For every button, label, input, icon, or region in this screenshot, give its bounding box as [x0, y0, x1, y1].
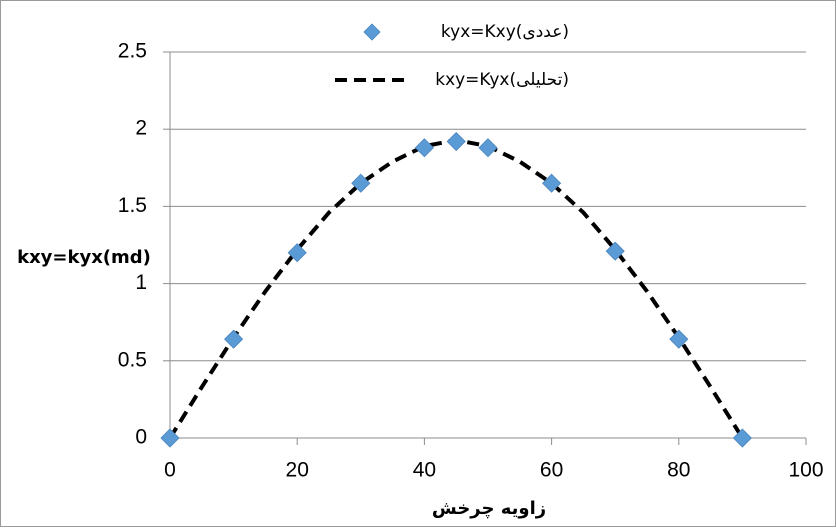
y-axis-title: kxy=kyx(md)	[17, 247, 151, 268]
series	[160, 131, 752, 448]
y-tick-label: 2	[135, 117, 147, 140]
y-tick-label: 1.5	[118, 194, 147, 217]
x-tick-label: 40	[413, 459, 436, 482]
numeric-data-point	[605, 241, 625, 261]
y-tick-label: 2.5	[118, 40, 147, 63]
x-tick-label: 100	[788, 459, 823, 482]
legend-marker-numeric	[363, 23, 381, 41]
numeric-data-point	[478, 138, 498, 158]
x-tick-label: 60	[540, 459, 563, 482]
numeric-data-point	[446, 131, 466, 152]
numeric-data-point	[351, 173, 371, 193]
y-tick-label: 1	[135, 271, 147, 294]
gridlines	[170, 51, 806, 362]
numeric-data-point	[669, 329, 689, 349]
numeric-data-point	[224, 329, 244, 349]
numeric-data-point	[287, 243, 307, 263]
x-tick-label: 0	[164, 459, 176, 482]
x-tick-label: 20	[286, 459, 309, 482]
numeric-data-point	[542, 173, 562, 193]
legend: kyx=Kxy(عددی) kxy=Kyx(تحلیلی)	[335, 22, 569, 90]
y-tick-label: 0	[135, 426, 147, 449]
x-tick-label: 80	[667, 459, 690, 482]
y-tick-label: 0.5	[118, 348, 147, 371]
legend-label-analytic: kxy=Kyx(تحلیلی)	[435, 70, 569, 90]
analytic-series-line	[168, 138, 745, 440]
numeric-data-point	[732, 428, 752, 448]
legend-label-numeric: kyx=Kxy(عددی)	[441, 22, 569, 42]
numeric-data-point	[160, 428, 180, 448]
axes: 0 0.5 1 1.5 2 2.5 0 20 40 60 80 100	[118, 40, 824, 482]
numeric-data-point	[414, 138, 434, 158]
x-axis-title: زاویه چرخش	[432, 498, 546, 519]
